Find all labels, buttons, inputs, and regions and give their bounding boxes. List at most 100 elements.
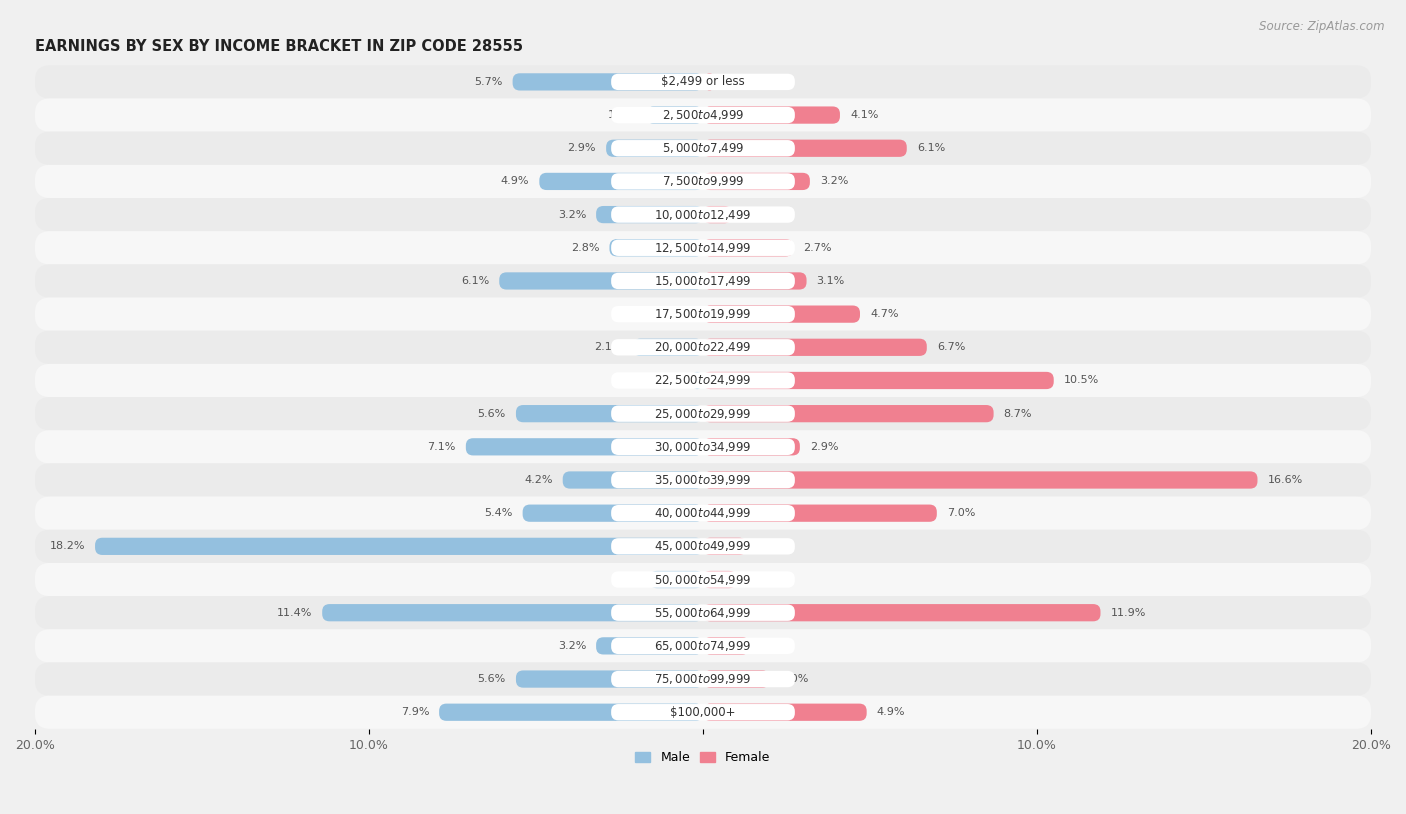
FancyBboxPatch shape — [35, 596, 1371, 629]
FancyBboxPatch shape — [703, 206, 731, 223]
FancyBboxPatch shape — [562, 471, 703, 488]
Text: 0.35%: 0.35% — [645, 375, 682, 386]
FancyBboxPatch shape — [516, 405, 703, 422]
Text: $2,500 to $4,999: $2,500 to $4,999 — [662, 108, 744, 122]
FancyBboxPatch shape — [612, 605, 794, 621]
Text: 0.39%: 0.39% — [725, 77, 762, 87]
Text: $35,000 to $39,999: $35,000 to $39,999 — [654, 473, 752, 487]
Text: $45,000 to $49,999: $45,000 to $49,999 — [654, 540, 752, 554]
Text: 3.2%: 3.2% — [558, 641, 586, 651]
FancyBboxPatch shape — [322, 604, 703, 621]
FancyBboxPatch shape — [703, 505, 936, 522]
Text: 1.7%: 1.7% — [607, 110, 636, 120]
Text: 18.2%: 18.2% — [49, 541, 84, 551]
Text: 1.6%: 1.6% — [612, 575, 640, 584]
FancyBboxPatch shape — [703, 538, 747, 555]
Text: $22,500 to $24,999: $22,500 to $24,999 — [654, 374, 752, 387]
FancyBboxPatch shape — [612, 472, 794, 488]
FancyBboxPatch shape — [439, 703, 703, 721]
FancyBboxPatch shape — [703, 173, 810, 190]
Text: 2.1%: 2.1% — [595, 343, 623, 352]
FancyBboxPatch shape — [612, 339, 794, 356]
FancyBboxPatch shape — [35, 298, 1371, 330]
Text: 16.6%: 16.6% — [1268, 475, 1303, 485]
Text: 11.4%: 11.4% — [277, 608, 312, 618]
FancyBboxPatch shape — [612, 538, 794, 554]
Text: 1.3%: 1.3% — [756, 541, 785, 551]
FancyBboxPatch shape — [596, 637, 703, 654]
Text: $55,000 to $64,999: $55,000 to $64,999 — [654, 606, 752, 619]
FancyBboxPatch shape — [540, 173, 703, 190]
Text: $5,000 to $7,499: $5,000 to $7,499 — [662, 142, 744, 155]
Text: 0.86%: 0.86% — [742, 209, 778, 220]
FancyBboxPatch shape — [596, 206, 703, 223]
FancyBboxPatch shape — [703, 73, 716, 90]
FancyBboxPatch shape — [35, 663, 1371, 696]
FancyBboxPatch shape — [35, 198, 1371, 231]
FancyBboxPatch shape — [633, 339, 703, 356]
Legend: Male, Female: Male, Female — [630, 746, 776, 769]
FancyBboxPatch shape — [35, 497, 1371, 530]
FancyBboxPatch shape — [612, 505, 794, 522]
Text: 5.6%: 5.6% — [478, 409, 506, 418]
FancyBboxPatch shape — [703, 604, 1101, 621]
FancyBboxPatch shape — [35, 696, 1371, 729]
Text: $15,000 to $17,499: $15,000 to $17,499 — [654, 274, 752, 288]
Text: 5.7%: 5.7% — [474, 77, 502, 87]
FancyBboxPatch shape — [650, 571, 703, 589]
Text: 6.1%: 6.1% — [461, 276, 489, 286]
FancyBboxPatch shape — [647, 107, 703, 124]
Text: 4.2%: 4.2% — [524, 475, 553, 485]
FancyBboxPatch shape — [703, 239, 793, 256]
Text: 2.0%: 2.0% — [780, 674, 808, 684]
Text: 10.5%: 10.5% — [1064, 375, 1099, 386]
FancyBboxPatch shape — [703, 339, 927, 356]
Text: $25,000 to $29,999: $25,000 to $29,999 — [654, 407, 752, 421]
FancyBboxPatch shape — [35, 265, 1371, 298]
Text: 7.0%: 7.0% — [946, 508, 976, 519]
Text: 1.0%: 1.0% — [747, 575, 775, 584]
Text: $12,500 to $14,999: $12,500 to $14,999 — [654, 241, 752, 255]
FancyBboxPatch shape — [703, 405, 994, 422]
Text: EARNINGS BY SEX BY INCOME BRACKET IN ZIP CODE 28555: EARNINGS BY SEX BY INCOME BRACKET IN ZIP… — [35, 39, 523, 55]
FancyBboxPatch shape — [612, 207, 794, 223]
FancyBboxPatch shape — [703, 438, 800, 456]
FancyBboxPatch shape — [612, 173, 794, 190]
Text: 3.2%: 3.2% — [558, 209, 586, 220]
FancyBboxPatch shape — [96, 538, 703, 555]
FancyBboxPatch shape — [35, 563, 1371, 596]
FancyBboxPatch shape — [35, 530, 1371, 563]
Text: 8.7%: 8.7% — [1004, 409, 1032, 418]
Text: Source: ZipAtlas.com: Source: ZipAtlas.com — [1260, 20, 1385, 33]
FancyBboxPatch shape — [35, 330, 1371, 364]
FancyBboxPatch shape — [612, 405, 794, 422]
FancyBboxPatch shape — [703, 372, 1053, 389]
FancyBboxPatch shape — [35, 65, 1371, 98]
FancyBboxPatch shape — [516, 671, 703, 688]
Text: 4.7%: 4.7% — [870, 309, 898, 319]
FancyBboxPatch shape — [703, 671, 770, 688]
Text: 0.0%: 0.0% — [665, 309, 693, 319]
FancyBboxPatch shape — [606, 140, 703, 157]
FancyBboxPatch shape — [513, 73, 703, 90]
FancyBboxPatch shape — [703, 703, 866, 721]
Text: $2,499 or less: $2,499 or less — [661, 76, 745, 89]
Text: $65,000 to $74,999: $65,000 to $74,999 — [654, 639, 752, 653]
Text: $100,000+: $100,000+ — [671, 706, 735, 719]
Text: 2.9%: 2.9% — [568, 143, 596, 153]
FancyBboxPatch shape — [465, 438, 703, 456]
FancyBboxPatch shape — [612, 107, 794, 123]
Text: $40,000 to $44,999: $40,000 to $44,999 — [654, 506, 752, 520]
FancyBboxPatch shape — [612, 637, 794, 654]
FancyBboxPatch shape — [35, 231, 1371, 265]
Text: 2.9%: 2.9% — [810, 442, 838, 452]
Text: 11.9%: 11.9% — [1111, 608, 1146, 618]
FancyBboxPatch shape — [612, 306, 794, 322]
Text: 3.1%: 3.1% — [817, 276, 845, 286]
Text: 4.9%: 4.9% — [501, 177, 529, 186]
Text: 6.1%: 6.1% — [917, 143, 945, 153]
FancyBboxPatch shape — [703, 471, 1257, 488]
Text: $17,500 to $19,999: $17,500 to $19,999 — [654, 307, 752, 322]
FancyBboxPatch shape — [612, 239, 794, 256]
Text: 7.1%: 7.1% — [427, 442, 456, 452]
